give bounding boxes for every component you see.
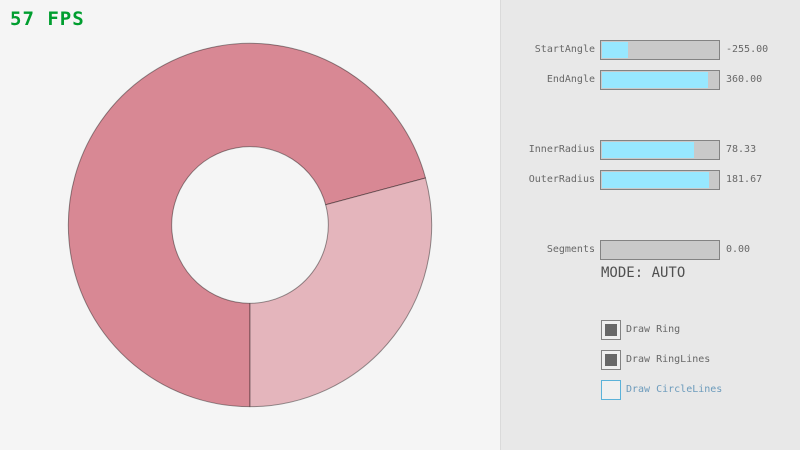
ring-sector-single-pass (249, 177, 433, 408)
mode-label: MODE: AUTO (601, 265, 686, 281)
slider-label-segments: Segments (546, 244, 595, 255)
slider-fill (602, 142, 695, 158)
slider-value-start-angle: -255.00 (726, 44, 769, 55)
controls-panel: StartAngle -255.00 EndAngle 360.00 Inner… (500, 0, 800, 450)
slider-fill (602, 172, 710, 188)
checkbox-label-draw-ring: Draw Ring (626, 324, 681, 335)
slider-row-start-angle: StartAngle -255.00 (501, 40, 800, 60)
slider-start-angle[interactable] (600, 40, 720, 60)
ring-sector-double-pass (67, 42, 427, 408)
checkbox-box[interactable] (601, 320, 621, 340)
checkbox-box[interactable] (601, 380, 621, 400)
slider-end-angle[interactable] (600, 70, 720, 90)
slider-row-segments: Segments 0.00 (501, 240, 800, 260)
checkmark-icon (605, 354, 617, 366)
slider-label-start-angle: StartAngle (534, 44, 595, 55)
checkmark-icon (605, 324, 617, 336)
checkbox-box[interactable] (601, 350, 621, 370)
slider-value-outer-radius: 181.67 (726, 174, 763, 185)
slider-label-end-angle: EndAngle (546, 74, 595, 85)
slider-row-inner-radius: InnerRadius 78.33 (501, 140, 800, 160)
slider-value-inner-radius: 78.33 (726, 144, 757, 155)
checkbox-draw-ringlines[interactable]: Draw RingLines (501, 350, 800, 370)
slider-outer-radius[interactable] (600, 170, 720, 190)
checkbox-label-draw-circlelines: Draw CircleLines (626, 384, 723, 395)
slider-inner-radius[interactable] (600, 140, 720, 160)
slider-row-outer-radius: OuterRadius 181.67 (501, 170, 800, 190)
slider-value-segments: 0.00 (726, 244, 751, 255)
slider-fill (602, 42, 628, 58)
slider-row-end-angle: EndAngle 360.00 (501, 70, 800, 90)
slider-fill (602, 72, 709, 88)
checkbox-label-draw-ringlines: Draw RingLines (626, 354, 711, 365)
slider-label-inner-radius: InnerRadius (528, 144, 595, 155)
slider-segments[interactable] (600, 240, 720, 260)
checkbox-draw-circlelines[interactable]: Draw CircleLines (501, 380, 800, 400)
fps-counter: 57 FPS (10, 8, 85, 30)
slider-value-end-angle: 360.00 (726, 74, 763, 85)
slider-label-outer-radius: OuterRadius (528, 174, 595, 185)
checkbox-draw-ring[interactable]: Draw Ring (501, 320, 800, 340)
